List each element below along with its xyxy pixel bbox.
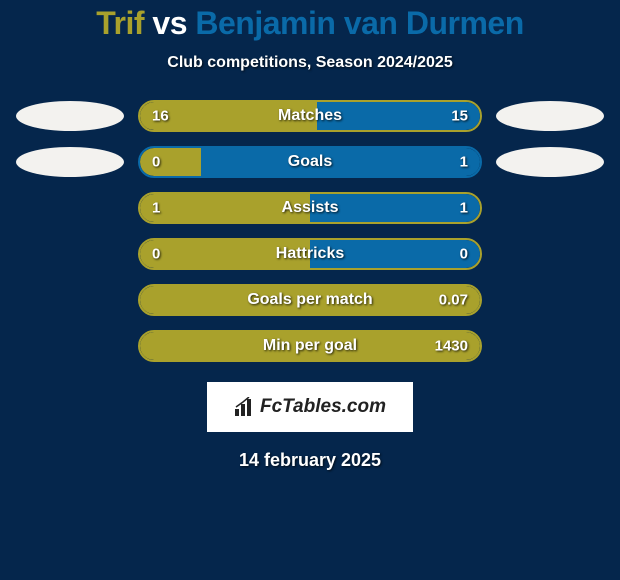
bar-fill-right: [201, 148, 480, 176]
stat-bar: Min per goal 1430: [138, 330, 482, 362]
comparison-card: Trif vs Benjamin van Durmen Club competi…: [0, 0, 620, 471]
subtitle: Club competitions, Season 2024/2025: [0, 54, 620, 72]
stat-value-right: 15: [451, 108, 468, 125]
player2-badge: [496, 101, 604, 131]
logo-text: FcTables.com: [260, 396, 386, 418]
stat-bar: Goals 0 1: [138, 146, 482, 178]
stat-bar: Matches 16 15: [138, 100, 482, 132]
stat-value-left: 16: [152, 108, 169, 125]
stat-row: Assists 1 1: [0, 192, 620, 224]
logo: FcTables.com: [234, 396, 386, 418]
stat-value-right: 0: [460, 246, 468, 263]
stat-row: Goals per match 0.07: [0, 284, 620, 316]
stat-value-left: 0: [152, 246, 160, 263]
stat-value-right: 1: [460, 200, 468, 217]
stat-row: Goals 0 1: [0, 146, 620, 178]
stat-value-right: 0.07: [439, 292, 468, 309]
stat-row: Min per goal 1430: [0, 330, 620, 362]
date-label: 14 february 2025: [0, 450, 620, 471]
stat-row: Matches 16 15: [0, 100, 620, 132]
stat-bar: Hattricks 0 0: [138, 238, 482, 270]
stat-label: Assists: [282, 199, 339, 217]
stat-value-left: 0: [152, 154, 160, 171]
stats-list: Matches1615Goals01Assists11Hattricks00Go…: [0, 100, 620, 362]
bar-fill-left: [140, 148, 201, 176]
stat-label: Min per goal: [263, 337, 357, 355]
stat-label: Hattricks: [276, 245, 344, 263]
vs-label: vs: [152, 5, 187, 41]
page-title: Trif vs Benjamin van Durmen: [0, 5, 620, 42]
logo-box: FcTables.com: [207, 382, 413, 432]
player1-name: Trif: [96, 5, 144, 41]
player2-badge: [496, 147, 604, 177]
player1-badge: [16, 147, 124, 177]
stat-value-right: 1430: [435, 338, 468, 355]
player1-badge: [16, 101, 124, 131]
stat-bar: Assists 1 1: [138, 192, 482, 224]
stat-bar: Goals per match 0.07: [138, 284, 482, 316]
stat-value-left: 1: [152, 200, 160, 217]
chart-icon: [234, 397, 256, 417]
stat-label: Matches: [278, 107, 342, 125]
stat-label: Goals per match: [247, 291, 372, 309]
stat-value-right: 1: [460, 154, 468, 171]
stat-row: Hattricks 0 0: [0, 238, 620, 270]
player2-name: Benjamin van Durmen: [195, 5, 523, 41]
stat-label: Goals: [288, 153, 332, 171]
